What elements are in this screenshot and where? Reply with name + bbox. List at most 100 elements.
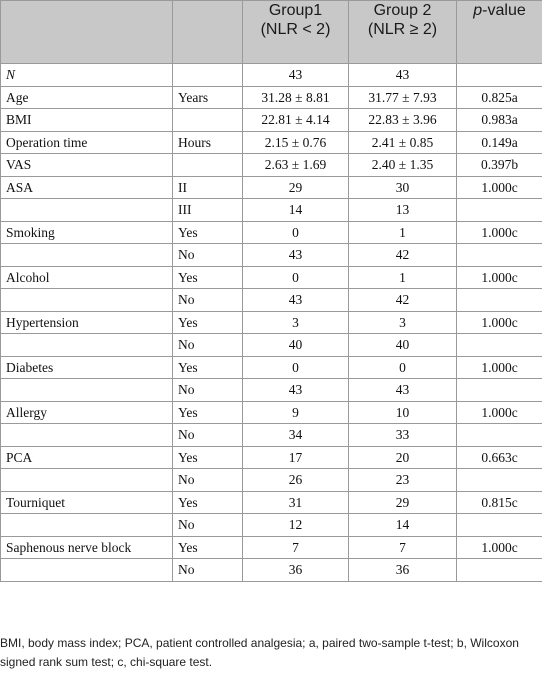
header-sub-blank xyxy=(172,0,243,64)
group1-value: 9 xyxy=(242,400,349,424)
table-container: Group1 (NLR < 2) Group 2 (NLR ≥ 2) p-val… xyxy=(0,0,542,582)
group2-value: 1 xyxy=(348,220,457,244)
p-value: 0.815c xyxy=(456,490,542,514)
group1-value: 2.63 ± 1.69 xyxy=(242,153,349,177)
group2-value: 33 xyxy=(348,423,457,447)
table-row: BMI 22.81 ± 4.14 22.83 ± 3.96 0.983a xyxy=(0,108,542,132)
p-value: 1.000c xyxy=(456,400,542,424)
header-group1-line1: Group1 xyxy=(268,2,323,19)
row-label: Alcohol xyxy=(0,265,173,289)
p-value: 1.000c xyxy=(456,535,542,559)
group1-value: 2.15 ± 0.76 xyxy=(242,130,349,154)
p-value xyxy=(456,198,542,222)
group1-value: 22.81 ± 4.14 xyxy=(242,108,349,132)
header-group1-line2: (NLR < 2) xyxy=(260,21,331,38)
group2-value: 29 xyxy=(348,490,457,514)
header-group2-line2: (NLR ≥ 2) xyxy=(367,21,438,38)
group2-value: 23 xyxy=(348,468,457,492)
row-label: VAS xyxy=(0,153,173,177)
p-value xyxy=(456,243,542,267)
group1-value: 31 xyxy=(242,490,349,514)
row-label xyxy=(0,423,173,447)
p-value: 1.000c xyxy=(456,355,542,379)
row-label: Allergy xyxy=(0,400,173,424)
group2-value: 43 xyxy=(348,63,457,87)
p-value xyxy=(456,63,542,87)
row-sublabel: Yes xyxy=(172,535,243,559)
table-row: No 36 36 xyxy=(0,558,542,582)
group1-value: 43 xyxy=(242,378,349,402)
row-sublabel: Hours xyxy=(172,130,243,154)
table-row: VAS 2.63 ± 1.69 2.40 ± 1.35 0.397b xyxy=(0,153,542,177)
header-label-blank xyxy=(0,0,173,64)
row-label: ASA xyxy=(0,175,173,199)
row-label: Hypertension xyxy=(0,310,173,334)
characteristics-table: Group1 (NLR < 2) Group 2 (NLR ≥ 2) p-val… xyxy=(0,0,542,582)
row-sublabel: Yes xyxy=(172,445,243,469)
header-row: Group1 (NLR < 2) Group 2 (NLR ≥ 2) p-val… xyxy=(0,0,542,64)
row-label: N xyxy=(0,63,173,87)
row-label xyxy=(0,558,173,582)
table-row: No 12 14 xyxy=(0,513,542,537)
row-sublabel: Yes xyxy=(172,490,243,514)
group1-value: 14 xyxy=(242,198,349,222)
row-label xyxy=(0,198,173,222)
row-sublabel xyxy=(172,108,243,132)
table-row: No 34 33 xyxy=(0,423,542,447)
table-row: ASA II 29 30 1.000c xyxy=(0,175,542,199)
p-value: 0.983a xyxy=(456,108,542,132)
group1-value: 34 xyxy=(242,423,349,447)
table-row: Diabetes Yes 0 0 1.000c xyxy=(0,355,542,379)
row-sublabel: No xyxy=(172,378,243,402)
group1-value: 7 xyxy=(242,535,349,559)
group2-value: 30 xyxy=(348,175,457,199)
group1-value: 40 xyxy=(242,333,349,357)
group2-value: 20 xyxy=(348,445,457,469)
p-value xyxy=(456,333,542,357)
group2-value: 31.77 ± 7.93 xyxy=(348,85,457,109)
header-p-value: p-value xyxy=(456,0,542,64)
group2-value: 2.40 ± 1.35 xyxy=(348,153,457,177)
row-label xyxy=(0,243,173,267)
group1-value: 0 xyxy=(242,220,349,244)
table-row: Age Years 31.28 ± 8.81 31.77 ± 7.93 0.825a xyxy=(0,85,542,109)
table-row: III 14 13 xyxy=(0,198,542,222)
row-label xyxy=(0,333,173,357)
group1-value: 17 xyxy=(242,445,349,469)
row-label: Smoking xyxy=(0,220,173,244)
table-row: No 43 43 xyxy=(0,378,542,402)
group2-value: 42 xyxy=(348,243,457,267)
row-sublabel: No xyxy=(172,423,243,447)
table-row: Smoking Yes 0 1 1.000c xyxy=(0,220,542,244)
table-row: No 43 42 xyxy=(0,288,542,312)
group2-value: 7 xyxy=(348,535,457,559)
p-value: 1.000c xyxy=(456,265,542,289)
group2-value: 40 xyxy=(348,333,457,357)
group2-value: 42 xyxy=(348,288,457,312)
group2-value: 2.41 ± 0.85 xyxy=(348,130,457,154)
row-sublabel xyxy=(172,63,243,87)
p-value xyxy=(456,288,542,312)
group2-value: 36 xyxy=(348,558,457,582)
row-label: Age xyxy=(0,85,173,109)
group1-value: 31.28 ± 8.81 xyxy=(242,85,349,109)
group1-value: 3 xyxy=(242,310,349,334)
row-sublabel: Yes xyxy=(172,355,243,379)
row-label xyxy=(0,513,173,537)
table-row: No 43 42 xyxy=(0,243,542,267)
row-sublabel: No xyxy=(172,558,243,582)
table-row: No 26 23 xyxy=(0,468,542,492)
row-sublabel: No xyxy=(172,288,243,312)
group2-value: 13 xyxy=(348,198,457,222)
group2-value: 10 xyxy=(348,400,457,424)
row-sublabel: II xyxy=(172,175,243,199)
table-row: No 40 40 xyxy=(0,333,542,357)
row-sublabel: Yes xyxy=(172,400,243,424)
group2-value: 43 xyxy=(348,378,457,402)
row-label: PCA xyxy=(0,445,173,469)
p-value: 0.663c xyxy=(456,445,542,469)
row-sublabel: Yes xyxy=(172,220,243,244)
table-row: Tourniquet Yes 31 29 0.815c xyxy=(0,490,542,514)
group1-value: 29 xyxy=(242,175,349,199)
row-sublabel: No xyxy=(172,513,243,537)
